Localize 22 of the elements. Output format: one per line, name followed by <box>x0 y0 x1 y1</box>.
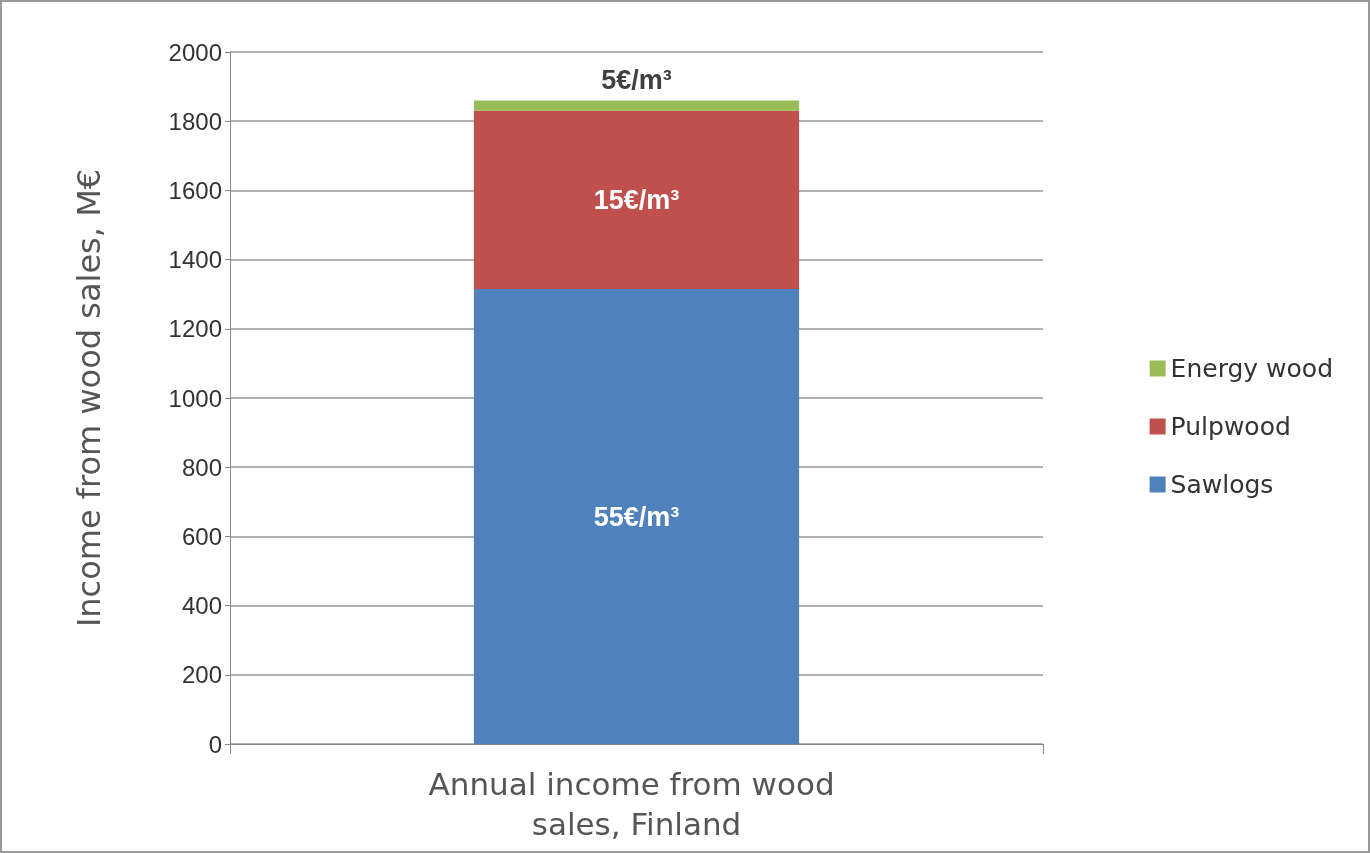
y-tick-label: 1600 <box>168 176 222 204</box>
bar <box>473 110 800 290</box>
y-tick-label: 1400 <box>168 246 222 274</box>
annotation: 55€/m³ <box>593 501 680 532</box>
y-tick-label: 600 <box>181 522 222 550</box>
bar <box>473 100 800 111</box>
bar <box>473 289 800 744</box>
annotation: 15€/m³ <box>593 184 680 215</box>
legend-label: Sawlogs <box>1170 470 1274 499</box>
y-axis-title: Income from wood sales, M€ <box>70 168 108 628</box>
y-tick-label: 1800 <box>168 107 222 135</box>
legend-label: Energy wood <box>1170 354 1334 383</box>
y-tick-label: 2000 <box>168 38 222 66</box>
y-tick-label: 400 <box>181 592 222 620</box>
legend-label: Pulpwood <box>1170 412 1291 441</box>
y-tick-label: 800 <box>181 453 222 481</box>
y-tick-label: 0 <box>208 730 222 758</box>
y-tick-label: 1200 <box>168 315 222 343</box>
y-tick-label: 1000 <box>168 384 222 412</box>
y-tick-label: 200 <box>181 661 222 689</box>
annotation: 5€/m³ <box>601 64 672 95</box>
x-tick-label: Annual income from wood sales, Finland <box>428 766 845 842</box>
